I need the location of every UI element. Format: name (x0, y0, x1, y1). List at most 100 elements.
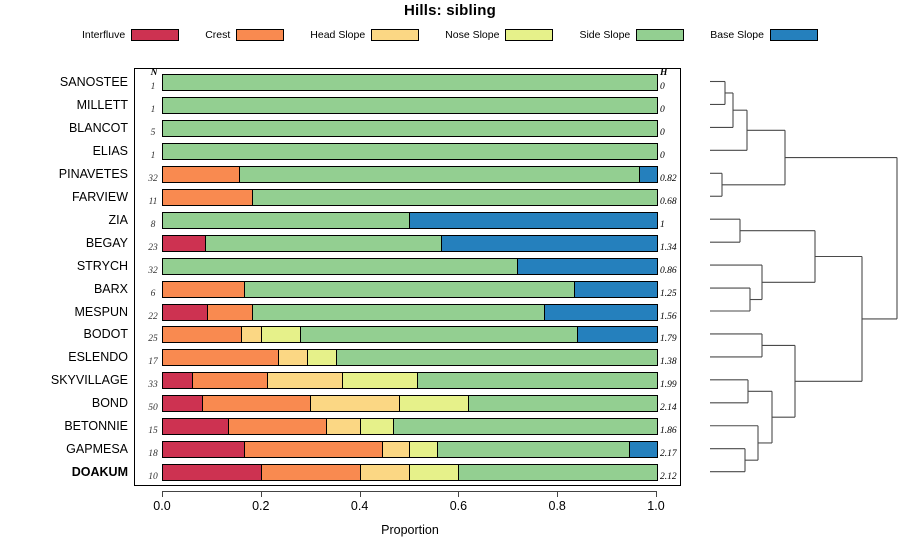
stacked-bar[interactable] (162, 303, 658, 321)
row-label-eslendo: ESLENDO (68, 350, 128, 365)
row-h-value: 0 (660, 150, 665, 161)
chart-row: BETONNIE 15 1.86 (0, 418, 900, 441)
stacked-bar[interactable] (162, 142, 658, 160)
stacked-bar[interactable] (162, 395, 658, 413)
bar-segment-crest[interactable] (245, 442, 383, 458)
stacked-bar[interactable] (162, 349, 658, 367)
bar-segment-interfluve[interactable] (163, 442, 246, 458)
bar-segment-nose-slope[interactable] (343, 373, 419, 389)
bar-segment-crest[interactable] (202, 396, 312, 412)
stacked-bar[interactable] (162, 418, 658, 436)
bar-segment-side-slope[interactable] (163, 120, 657, 136)
row-n-value: 1 (150, 150, 156, 161)
bar-segment-side-slope[interactable] (163, 97, 657, 113)
bar-segment-crest[interactable] (261, 465, 361, 481)
bar-segment-crest[interactable] (228, 419, 328, 435)
bar-segment-side-slope[interactable] (163, 258, 519, 274)
bar-segment-nose-slope[interactable] (400, 396, 470, 412)
bar-segment-interfluve[interactable] (163, 304, 208, 320)
bar-segment-side-slope[interactable] (438, 442, 630, 458)
bar-segment-head-slope[interactable] (311, 396, 401, 412)
bar-segment-side-slope[interactable] (301, 327, 578, 343)
chart-row: PINAVETES 32 0.82 (0, 165, 900, 189)
bar-segment-side-slope[interactable] (163, 212, 410, 228)
bar-segment-base-slope[interactable] (577, 327, 657, 343)
bar-segment-crest[interactable] (163, 189, 253, 205)
bar-segment-nose-slope[interactable] (261, 327, 302, 343)
stacked-bar[interactable] (162, 280, 658, 298)
bar-segment-head-slope[interactable] (279, 350, 309, 366)
stacked-bar[interactable] (162, 372, 658, 390)
bar-segment-crest[interactable] (163, 166, 241, 182)
bar-segment-head-slope[interactable] (268, 373, 344, 389)
chart-row: ESLENDO 17 1.38 (0, 349, 900, 372)
bar-segment-head-slope[interactable] (382, 442, 411, 458)
bar-segment-base-slope[interactable] (574, 281, 657, 297)
x-axis-line (162, 491, 656, 492)
stacked-bar[interactable] (162, 119, 658, 137)
chart-row: BARX 6 1.25 (0, 280, 900, 304)
bar-segment-side-slope[interactable] (245, 281, 575, 297)
bar-segment-nose-slope[interactable] (360, 419, 394, 435)
stacked-bar[interactable] (162, 96, 658, 114)
chart-row: STRYCH 32 0.86 (0, 257, 900, 281)
x-tick (162, 491, 163, 497)
bar-segment-side-slope[interactable] (163, 75, 657, 90)
bar-segment-base-slope[interactable] (442, 235, 657, 251)
bar-segment-side-slope[interactable] (163, 143, 657, 159)
bar-segment-crest[interactable] (207, 304, 253, 320)
bar-segment-crest[interactable] (163, 327, 243, 343)
bar-segment-interfluve[interactable] (163, 373, 194, 389)
bar-segment-base-slope[interactable] (639, 166, 657, 182)
bar-segment-interfluve[interactable] (163, 396, 203, 412)
bar-segment-side-slope[interactable] (240, 166, 640, 182)
legend-item: Side Slope (579, 29, 710, 41)
legend-item: Interfluve (82, 29, 205, 41)
bar-segment-interfluve[interactable] (163, 419, 229, 435)
legend-item-label: Head Slope (310, 29, 366, 41)
bar-segment-nose-slope[interactable] (409, 465, 460, 481)
bar-segment-side-slope[interactable] (252, 189, 657, 205)
bar-segment-base-slope[interactable] (410, 212, 657, 228)
stacked-bar[interactable] (162, 257, 658, 275)
row-label-bodot: BODOT (83, 327, 128, 342)
stacked-bar[interactable] (162, 211, 658, 229)
bar-segment-base-slope[interactable] (629, 442, 657, 458)
legend-item: Crest (205, 29, 310, 41)
bar-segment-nose-slope[interactable] (410, 442, 439, 458)
bar-segment-side-slope[interactable] (252, 304, 545, 320)
row-n-value: 22 (148, 311, 158, 322)
bar-segment-side-slope[interactable] (418, 373, 657, 389)
bar-segment-interfluve[interactable] (163, 235, 206, 251)
bar-segment-side-slope[interactable] (393, 419, 657, 435)
bar-segment-head-slope[interactable] (327, 419, 361, 435)
bar-segment-crest[interactable] (163, 350, 280, 366)
chart-title: Hills: sibling (404, 2, 496, 19)
bar-segment-nose-slope[interactable] (308, 350, 338, 366)
row-n-value: 11 (148, 196, 158, 207)
bar-segment-crest[interactable] (163, 281, 246, 297)
row-h-value: 0.82 (660, 173, 677, 184)
bar-segment-head-slope[interactable] (242, 327, 262, 343)
bar-segment-crest[interactable] (193, 373, 269, 389)
stacked-bar[interactable] (162, 326, 658, 344)
bar-segment-base-slope[interactable] (518, 258, 657, 274)
legend-item: Base Slope (710, 29, 818, 41)
bar-segment-side-slope[interactable] (337, 350, 657, 366)
x-tick-label: 0.8 (548, 499, 566, 513)
stacked-bar[interactable] (162, 234, 658, 252)
stacked-bar[interactable] (162, 74, 658, 91)
bar-segment-interfluve[interactable] (163, 465, 262, 481)
stacked-bar[interactable] (162, 165, 658, 183)
bar-segment-head-slope[interactable] (360, 465, 410, 481)
legend-item-label: Side Slope (579, 29, 631, 41)
stacked-bar[interactable] (162, 464, 658, 482)
row-label-skyvillage: SKYVILLAGE (50, 373, 128, 388)
bar-segment-base-slope[interactable] (544, 304, 657, 320)
bar-segment-side-slope[interactable] (469, 396, 657, 412)
stacked-bar[interactable] (162, 188, 658, 206)
bar-segment-side-slope[interactable] (205, 235, 443, 251)
stacked-bar[interactable] (162, 441, 658, 459)
legend-swatch (769, 29, 818, 41)
bar-segment-side-slope[interactable] (459, 465, 657, 481)
